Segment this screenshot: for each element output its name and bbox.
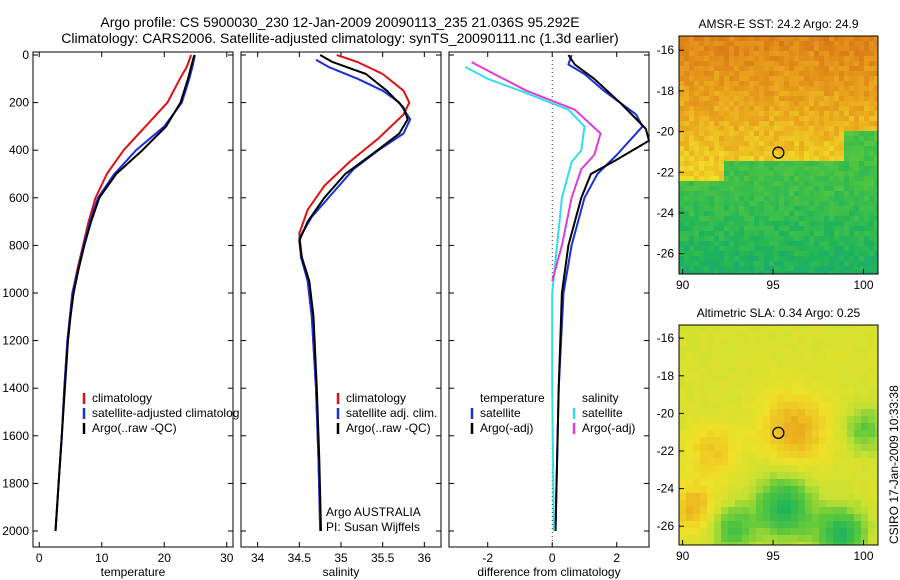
legend-group-title: salinity: [582, 391, 619, 405]
map-y-tick-label: -20: [657, 406, 675, 420]
x-tick-label: 20: [158, 551, 172, 565]
legend-label: satellite adj. clim.: [346, 406, 437, 420]
map-x-tick-label: 100: [854, 549, 874, 563]
x-axis-label: temperature: [101, 565, 166, 579]
map-x-tick-label: 95: [766, 278, 780, 292]
map-title: Altimetric SLA: 0.34 Argo: 0.25: [697, 306, 861, 320]
y-tick-label: 200: [9, 96, 29, 110]
plot-layer: 0 10 20 30020040060080010001200140016001800…: [2, 17, 879, 579]
legend-label: satellite-adjusted climatolog: [92, 406, 239, 420]
map-x-tick-label: 95: [766, 549, 780, 563]
map-y-tick-label: -20: [657, 125, 675, 139]
y-tick-label: 0: [22, 48, 29, 62]
x-tick-label: 34: [251, 551, 265, 565]
legend-label: climatology: [346, 391, 406, 405]
argo-position-marker: [772, 426, 785, 440]
legend-label: Argo(..raw -QC): [92, 421, 177, 435]
y-tick-label: 1000: [2, 286, 29, 300]
y-tick-label: 600: [9, 191, 29, 205]
map-y-tick-label: -22: [657, 444, 675, 458]
map-field: [679, 36, 879, 275]
map-y-tick-label: -16: [657, 43, 675, 57]
x-axis-label: difference from climatology: [477, 565, 620, 579]
y-tick-label: 400: [9, 143, 29, 157]
x-tick-label: 10: [95, 551, 109, 565]
panel-frame: [240, 51, 442, 548]
legend-label: Argo(-adj): [480, 421, 533, 435]
y-tick-label: 1600: [2, 429, 29, 443]
x-tick-label: 35: [334, 551, 348, 565]
panel-frame: [448, 51, 650, 548]
x-tick-label: 30: [220, 551, 234, 565]
series-line-argo-adj-: [554, 54, 650, 532]
series-line-satellite: [464, 66, 586, 532]
y-tick-label: 800: [9, 238, 29, 252]
panel-frame: [32, 51, 234, 548]
y-tick-label: 1200: [2, 334, 29, 348]
map-panel-2: 90 95 100 -16 -18 -20 -22 -24 -26 Altimetric SLA:…: [657, 306, 879, 563]
x-tick-label: 2: [613, 551, 620, 565]
map-y-tick-label: -24: [657, 482, 675, 496]
map-frame: [678, 35, 879, 275]
map-y-tick-label: -24: [657, 206, 675, 220]
legend-label: Argo(..raw -QC): [346, 421, 431, 435]
map-y-tick-label: -26: [657, 247, 675, 261]
float-program-label: Argo AUSTRALIA: [326, 505, 421, 519]
x-tick-label: 0: [549, 551, 556, 565]
map-title: AMSR-E SST: 24.2 Argo: 24.9: [698, 17, 858, 31]
x-tick-label: 0: [36, 551, 43, 565]
legend-label: satellite: [582, 406, 623, 420]
x-tick-label: -2: [482, 551, 493, 565]
legend-label: climatology: [92, 391, 152, 405]
map-panel-1: 90 95 100 -16 -18 -20 -22 -24 -26 AMSR-E SST: 24.…: [657, 17, 879, 292]
header-line-1: Argo profile: CS 5900030_230 12-Jan-2009…: [100, 14, 579, 30]
map-x-tick-label: 100: [854, 278, 874, 292]
map-field: [679, 325, 879, 546]
pi-label: PI: Susan Wijffels: [326, 520, 420, 534]
legend-label: Argo(-adj): [582, 421, 635, 435]
profile-panel-1: 0 10 20 30 0 200 400 600 800 1000 1200 1400 1600 1800…: [2, 48, 239, 579]
map-frame: [678, 324, 879, 546]
series-line-argo-adj-: [471, 61, 602, 282]
x-axis-label: salinity: [323, 565, 360, 579]
x-tick-label: 34.5: [288, 551, 312, 565]
map-x-tick-label: 90: [676, 278, 690, 292]
argo-position-marker: [772, 146, 785, 159]
series-line-argo-raw-qc-: [298, 54, 409, 532]
map-y-tick-label: -22: [657, 165, 675, 179]
y-tick-label: 1800: [2, 476, 29, 490]
map-y-tick-label: -18: [657, 369, 675, 383]
x-tick-label: 36: [418, 551, 432, 565]
map-x-tick-label: 90: [676, 549, 690, 563]
series-line-argo-raw-qc-: [54, 54, 196, 532]
series-line-satellite: [554, 54, 644, 532]
series-line-satellite-adj-clim-: [298, 58, 412, 532]
legend-label: satellite: [480, 406, 521, 420]
y-tick-label: 1400: [2, 381, 29, 395]
map-y-tick-label: -26: [657, 519, 675, 533]
profile-panel-2: 34 34.5 35 35.5 36 salinity climatologysatelli…: [240, 51, 442, 579]
credit-text: CSIRO 17-Jan-2009 10:33:38: [887, 385, 900, 544]
x-tick-label: 35.5: [371, 551, 395, 565]
header-line-2: Climatology: CARS2006. Satellite-adjuste…: [61, 30, 618, 46]
map-y-tick-label: -16: [657, 331, 675, 345]
legend-group-title: temperature: [480, 391, 545, 405]
map-y-tick-label: -18: [657, 84, 675, 98]
y-tick-label: 2000: [2, 524, 29, 538]
